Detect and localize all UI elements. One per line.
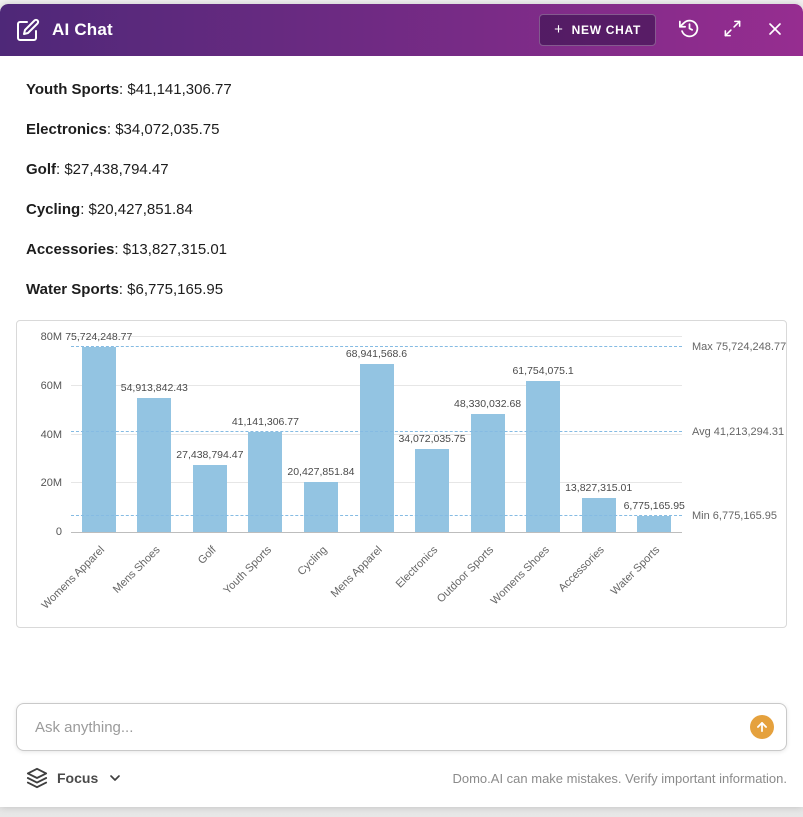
new-chat-label: NEW CHAT: [571, 23, 641, 37]
layers-icon: [26, 767, 48, 789]
x-axis-category-label: Electronics: [394, 544, 441, 591]
avg-reference-line-label: Avg 41,213,294.31: [692, 425, 785, 438]
focus-label: Focus: [57, 770, 99, 786]
message-value: $20,427,851.84: [80, 201, 193, 218]
max-reference-line-label: Max 75,724,248.77: [692, 341, 787, 354]
message-category: Water Sports: [26, 281, 119, 298]
bar-value-label: 13,827,315.01: [565, 482, 633, 495]
x-axis-category-label: Outdoor Sports: [434, 544, 497, 606]
disclaimer-text: Domo.AI can make mistakes. Verify import…: [452, 770, 787, 786]
y-axis-tick-label: 60M: [40, 379, 62, 392]
message-value: $27,438,794.47: [56, 161, 169, 178]
message-line: Youth Sports$41,141,306.77: [26, 80, 787, 99]
y-axis-tick-label: 0: [55, 526, 62, 538]
y-axis-tick-label: 20M: [40, 477, 62, 490]
history-button[interactable]: [679, 18, 700, 42]
bar-value-label: 6,775,165.95: [623, 499, 685, 512]
header-actions: + NEW CHAT: [539, 14, 785, 46]
footer: Focus Domo.AI can make mistakes. Verify …: [0, 765, 803, 807]
chat-input-row: [16, 703, 787, 751]
min-reference-line-label: Min 6,775,165.95: [692, 509, 778, 522]
bar-mens-shoes[interactable]: [137, 398, 172, 532]
y-axis-tick-label: 40M: [40, 428, 62, 441]
bar-value-label: 68,941,568.6: [345, 347, 408, 360]
chat-input[interactable]: [16, 703, 787, 751]
min-reference-line: [71, 514, 682, 516]
message-category: Golf: [26, 161, 56, 178]
bar-outdoor-sports[interactable]: [470, 414, 505, 532]
ai-chat-icon: [16, 18, 40, 42]
bar-golf[interactable]: [192, 465, 227, 532]
bar-value-label: 27,438,794.47: [176, 449, 244, 462]
message-line: Golf$27,438,794.47: [26, 160, 787, 179]
message-value: $6,775,165.95: [119, 281, 223, 298]
message-line: Cycling$20,427,851.84: [26, 200, 787, 219]
bar-value-label: 41,141,306.77: [231, 415, 299, 428]
message-line: Electronics$34,072,035.75: [26, 120, 787, 139]
history-icon: [679, 18, 700, 42]
bar-value-label: 34,072,035.75: [398, 432, 466, 445]
bar-value-label: 20,427,851.84: [287, 466, 355, 479]
plus-icon: +: [554, 21, 564, 38]
x-axis-category-label: Womens Shoes: [488, 544, 552, 608]
message-category: Cycling: [26, 201, 81, 218]
message-category: Electronics: [26, 121, 107, 138]
max-reference-line: [71, 346, 682, 348]
new-chat-button[interactable]: + NEW CHAT: [539, 14, 656, 46]
message-line: Accessories$13,827,315.01: [26, 240, 787, 259]
x-axis-category-label: Mens Apparel: [328, 544, 385, 601]
bar-mens-apparel[interactable]: [359, 363, 394, 532]
x-axis-category-label: Golf: [195, 544, 219, 567]
bar-value-label: 48,330,032.68: [454, 398, 522, 411]
message-category: Youth Sports: [26, 81, 120, 98]
x-axis-category-label: Mens Shoes: [111, 544, 163, 596]
close-button[interactable]: [765, 19, 785, 42]
ai-chat-panel: AI Chat + NEW CHAT: [0, 4, 803, 807]
expand-icon: [723, 19, 742, 41]
header: AI Chat + NEW CHAT: [0, 4, 803, 56]
message-line: Water Sports$6,775,165.95: [26, 280, 787, 299]
bar-water-sports[interactable]: [637, 515, 672, 532]
avg-reference-line: [71, 430, 682, 432]
bar-chart: 0 20M 40M 60M 80M 75,724,248.77 Womens Apparel…: [40, 331, 787, 612]
message-value: $34,072,035.75: [107, 121, 220, 138]
y-axis-tick-label: 80M: [40, 331, 62, 343]
bar-value-label: 61,754,075.1: [512, 365, 574, 378]
bar-value-label: 54,913,842.43: [120, 382, 188, 395]
bar-electronics[interactable]: [415, 448, 450, 532]
bar-womens-apparel[interactable]: [81, 347, 116, 532]
x-axis-category-label: Cycling: [295, 544, 330, 578]
message-value: $41,141,306.77: [119, 81, 232, 98]
x-axis-category-label: Womens Apparel: [39, 544, 108, 612]
bar-value-label: 75,724,248.77: [65, 331, 133, 344]
message-value: $13,827,315.01: [114, 241, 227, 258]
bar-womens-shoes[interactable]: [526, 381, 561, 532]
x-axis-category-label: Youth Sports: [221, 544, 274, 597]
message-category: Accessories: [26, 241, 115, 258]
chat-transcript: Youth Sports$41,141,306.77 Electronics$3…: [0, 56, 803, 703]
bar-cycling[interactable]: [303, 482, 338, 532]
close-icon: [765, 19, 785, 42]
chart-card: 0 20M 40M 60M 80M 75,724,248.77 Womens Apparel…: [16, 320, 787, 628]
page-title: AI Chat: [52, 20, 113, 39]
send-icon: [755, 720, 769, 734]
x-axis-category-label: Water Sports: [609, 544, 663, 598]
gridline: [71, 336, 682, 337]
x-axis-category-label: Accessories: [556, 544, 608, 595]
focus-selector[interactable]: Focus: [26, 767, 123, 789]
expand-button[interactable]: [723, 19, 742, 41]
chevron-down-icon: [107, 770, 123, 786]
header-left: AI Chat: [16, 18, 113, 42]
send-button[interactable]: [750, 715, 774, 739]
bar-youth-sports[interactable]: [248, 431, 283, 532]
